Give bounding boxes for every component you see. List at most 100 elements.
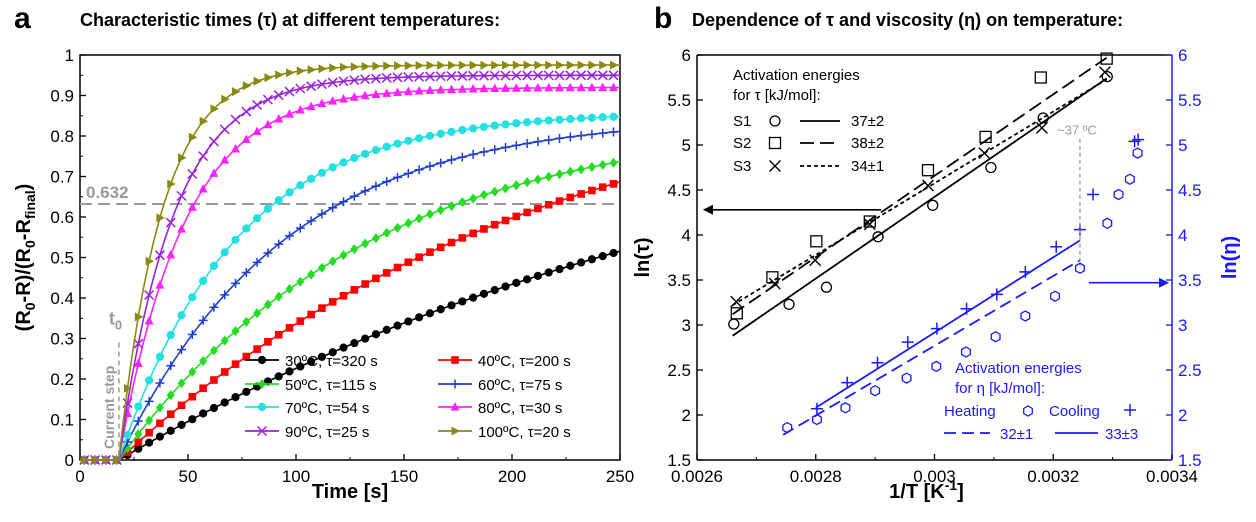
data-point [458,234,467,242]
data-point [361,280,369,288]
data-point [318,64,327,74]
data-point [317,98,327,108]
data-point [253,345,261,353]
data-point [156,419,164,428]
legend-marker [450,379,460,389]
y-left-tick-label: 4.5 [667,181,691,200]
y-left-tick-label: 5 [682,136,691,155]
data-point [286,68,295,78]
data-point [339,250,348,261]
data-point [242,352,251,361]
data-point [199,116,209,126]
data-point [598,252,607,261]
y-label-part: ) [13,184,35,191]
data-point [490,220,499,229]
x-label-end: ] [957,481,964,503]
data-point [145,415,154,426]
data-point [1087,188,1100,201]
data-point [328,256,337,267]
data-point [511,70,522,81]
legend-label: 30ºC, τ=320 s [285,353,378,370]
data-point [338,76,349,87]
tau-legend-value: 34±1 [851,158,884,175]
data-point [155,352,165,361]
data-point [566,114,575,124]
data-point [154,250,165,261]
data-point [985,161,997,174]
data-point [361,238,370,249]
y-tick-label: 0.1 [50,411,74,430]
data-point [533,82,543,92]
data-point [609,82,619,92]
eta-legend-heating: Heating [944,403,996,420]
data-point [339,343,348,352]
data-point [199,384,207,393]
data-point [544,135,554,145]
data-point [187,202,197,211]
data-point [1050,240,1063,253]
y-left-tick-label: 1.5 [667,451,691,470]
data-point [80,455,90,465]
data-point [155,432,165,441]
data-point [263,119,273,129]
data-point [1074,262,1085,275]
data-point [264,73,273,83]
y-tick-label: 0.8 [50,127,74,146]
data-point [469,60,479,70]
data-point [545,60,554,70]
data-point [371,233,380,244]
y-right-tick-label: 4.5 [1178,181,1202,200]
data-point [468,83,478,93]
data-point [523,60,533,70]
data-point [1132,147,1143,159]
x-tick-label: 250 [606,467,634,486]
data-point [599,60,608,70]
data-point [425,309,435,318]
data-point [220,368,229,376]
tau-legend-marker [769,160,781,172]
tau-legend-title: Activation energies [733,67,860,84]
data-point [123,431,132,440]
y-tick-label: 0.7 [50,168,74,187]
data-point [166,426,175,435]
x-tick-label: 0 [75,467,84,486]
data-point [480,60,489,70]
data-point [436,129,445,138]
y-tick-label: 0.6 [50,208,74,227]
data-point [1020,310,1031,322]
data-point [555,82,565,92]
left-arrow-head [702,204,713,215]
data-point [307,65,317,75]
data-point [587,255,597,264]
data-point [490,83,500,93]
data-point [253,76,263,86]
data-point [360,186,370,196]
data-point [102,455,111,465]
data-point [404,258,413,267]
data-point [198,315,208,325]
data-point [220,398,229,407]
data-point [296,276,305,287]
data-point [598,113,607,122]
series-markers [79,70,619,466]
tau-legend-value: 38±2 [851,135,884,152]
data-point [414,165,424,175]
data-point [328,203,338,213]
data-point [501,183,510,194]
data-point [361,61,371,71]
data-point [543,70,554,81]
data-point [810,235,823,248]
data-point [447,238,456,247]
data-point [577,60,587,70]
eta-legend-heating-marker [1023,405,1033,417]
data-point [219,124,230,135]
data-point [1037,112,1049,124]
data-point [156,213,165,223]
legend-label: 60ºC, τ=75 s [478,377,562,394]
data-point [566,60,576,70]
data-point [210,376,218,384]
legend-a: 30ºC, τ=320 s 40ºC, τ=200 s 50ºC, τ=115 s 6… [245,353,571,441]
series-markers [80,60,619,465]
data-point [393,222,402,233]
data-point [350,244,359,255]
